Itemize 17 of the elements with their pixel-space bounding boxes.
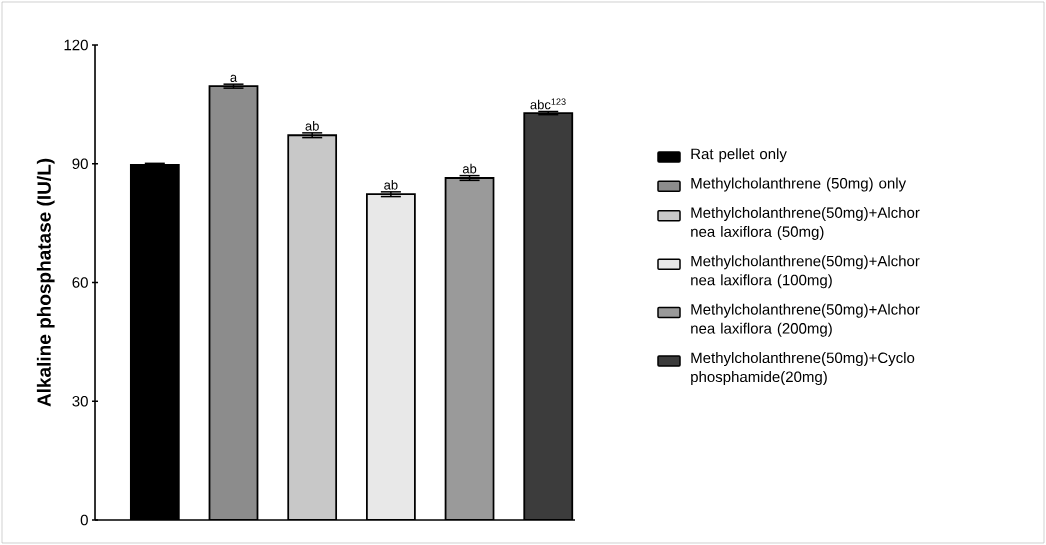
legend-label: Methylcholanthrene(50mg)+Cyclo phosphamide(20mg) bbox=[691, 352, 915, 386]
annotation: ab bbox=[384, 180, 398, 190]
y-axis-title: Alkaline phosphatase (IU/L) bbox=[36, 158, 55, 407]
annotation: ab bbox=[305, 121, 319, 131]
y-tick-label: 90 bbox=[72, 158, 88, 170]
legend-label: Methylcholanthrene(50mg)+Alchor nea laxiflora (200mg) bbox=[691, 303, 920, 337]
y-tick-label: 30 bbox=[72, 395, 88, 407]
legend-label: Methylcholanthrene (50mg) only bbox=[691, 177, 907, 192]
annotation: ab bbox=[462, 163, 477, 174]
y-tick-label: 120 bbox=[64, 39, 88, 51]
legend-label: Methylcholanthrene(50mg)+Alchor nea laxiflora (50mg) bbox=[691, 206, 920, 240]
y-tick-label: 60 bbox=[72, 277, 88, 288]
annotation: abc$^{123}$ bbox=[530, 98, 566, 110]
legend-label: Rat pellet only bbox=[691, 148, 787, 163]
legend-label: Methylcholanthrene(50mg)+Alchor nea laxiflora (100mg) bbox=[691, 255, 920, 289]
annotation: a bbox=[230, 74, 238, 82]
y-tick-label: 0 bbox=[80, 514, 88, 526]
